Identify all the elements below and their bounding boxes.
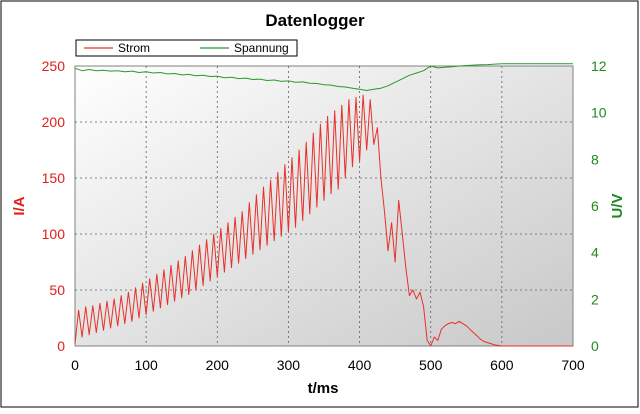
series-lines <box>74 63 573 347</box>
x-tick-label: 400 <box>348 357 372 373</box>
y-left-tick-label: 150 <box>42 170 66 186</box>
y-left-tick-label: 100 <box>42 226 66 242</box>
x-tick-label: 300 <box>277 357 301 373</box>
y-right-tick-label: 8 <box>591 151 599 167</box>
tick-labels: 0 100 200 300 400 500 600 700 0 50 100 150 200 250 0 2 4… <box>42 58 607 373</box>
legend-box <box>75 39 298 57</box>
y-right-tick-label: 4 <box>591 245 599 261</box>
x-tick-label: 200 <box>206 357 230 373</box>
legend-label-spannung: Spannung <box>234 41 289 55</box>
legend-label-strom: Strom <box>118 41 150 55</box>
plot-area <box>74 65 574 347</box>
y-left-tick-label: 200 <box>42 114 66 130</box>
y-right-tick-label: 2 <box>591 291 599 307</box>
chart-title: Datenlogger <box>265 11 365 30</box>
y-right-tick-label: 6 <box>591 198 599 214</box>
y-left-tick-label: 250 <box>42 58 66 74</box>
y-right-tick-label: 12 <box>591 58 607 74</box>
x-tick-label: 100 <box>134 357 158 373</box>
y-axis-left-title: I/A <box>11 196 28 215</box>
y-left-tick-label: 0 <box>57 338 65 354</box>
y-axis-right-title: U/V <box>609 193 626 218</box>
x-tick-label: 700 <box>561 357 585 373</box>
legend: Strom Spannung <box>75 39 298 57</box>
x-axis-title: t/ms <box>308 380 339 397</box>
x-tick-label: 500 <box>419 357 443 373</box>
x-tick-label: 600 <box>490 357 514 373</box>
y-left-tick-label: 50 <box>49 282 65 298</box>
series-line-spannung <box>74 63 573 91</box>
x-tick-label: 0 <box>71 357 79 373</box>
y-right-tick-label: 10 <box>591 105 607 121</box>
y-right-tick-label: 0 <box>591 338 599 354</box>
grid <box>75 66 573 346</box>
series-line-strom <box>74 94 573 347</box>
